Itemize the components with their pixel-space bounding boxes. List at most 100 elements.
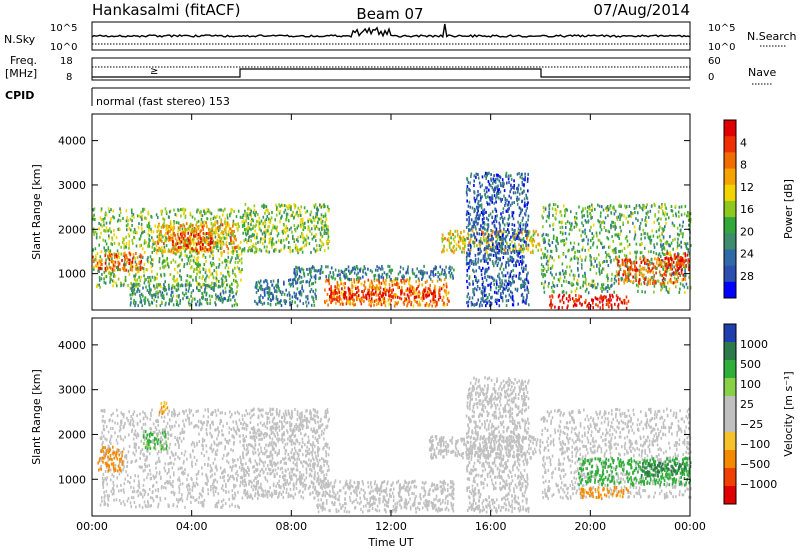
- power-cell: [367, 292, 369, 296]
- power-cell: [478, 242, 481, 246]
- power-cell: [587, 238, 590, 242]
- power-cell: [380, 275, 383, 279]
- power-cell: [388, 297, 391, 301]
- power-cell: [528, 303, 530, 307]
- power-cell: [501, 184, 504, 188]
- power-cell: [141, 247, 144, 251]
- power-cell: [230, 231, 232, 235]
- power-cell: [504, 287, 507, 291]
- power-cell: [264, 287, 267, 291]
- power-cell: [302, 289, 305, 293]
- power-cell: [215, 241, 217, 245]
- power-cell: [494, 181, 497, 184]
- power-cell: [548, 281, 550, 285]
- power-cell: [189, 222, 192, 226]
- power-cell: [315, 212, 318, 216]
- power-cell: [214, 221, 216, 225]
- power-cell: [446, 297, 449, 301]
- power-cell: [159, 290, 162, 294]
- power-cell: [299, 235, 302, 239]
- power-cell: [138, 289, 141, 293]
- power-cell: [233, 210, 235, 213]
- power-cell: [644, 206, 646, 210]
- power-cell: [109, 276, 111, 279]
- power-cell: [220, 247, 222, 251]
- power-cell: [165, 264, 167, 268]
- power-cell: [269, 240, 271, 244]
- power-cell: [522, 299, 525, 303]
- power-cell: [647, 266, 649, 269]
- power-cell: [288, 228, 291, 232]
- power-cell: [120, 284, 122, 288]
- power-cell: [250, 227, 252, 231]
- power-cell: [587, 242, 589, 246]
- power-cell: [191, 249, 194, 253]
- power-cell: [138, 255, 141, 259]
- power-cell: [194, 241, 197, 245]
- power-cell: [297, 206, 300, 210]
- power-cell: [225, 275, 227, 279]
- power-cell: [591, 232, 593, 236]
- power-cell: [482, 209, 484, 213]
- power-cell: [203, 224, 205, 228]
- power-cell: [419, 292, 422, 295]
- power-cell: [307, 220, 309, 224]
- power-cell: [338, 290, 340, 294]
- power-cell: [179, 301, 181, 305]
- power-cell: [270, 216, 273, 220]
- power-cell: [524, 178, 526, 182]
- power-cell: [157, 216, 159, 219]
- power-cell: [512, 236, 514, 240]
- power-cell: [439, 295, 442, 299]
- power-cell: [687, 211, 690, 215]
- power-cell: [640, 237, 642, 241]
- power-cell: [302, 268, 305, 272]
- power-cell: [479, 213, 481, 217]
- power-cell: [483, 234, 485, 238]
- power-cell: [499, 175, 502, 179]
- power-cell: [459, 235, 461, 239]
- power-cell: [96, 285, 98, 288]
- power-cell: [664, 241, 667, 245]
- power-cell: [326, 205, 329, 209]
- power-cell: [363, 265, 366, 269]
- power-cell: [340, 291, 342, 295]
- power-cell: [501, 178, 504, 182]
- power-cell: [590, 255, 592, 259]
- power-cell: [637, 211, 639, 215]
- power-cell: [224, 275, 226, 279]
- power-cell: [531, 239, 534, 243]
- power-cell: [445, 265, 447, 269]
- power-cell: [193, 234, 195, 238]
- power-cell: [451, 249, 453, 253]
- power-cell: [584, 279, 587, 283]
- power-cell: [642, 254, 644, 258]
- power-cell: [594, 286, 597, 290]
- power-cell: [131, 285, 134, 289]
- power-cell: [564, 214, 566, 218]
- power-cell: [356, 276, 359, 280]
- power-cell: [511, 227, 514, 231]
- power-cell: [302, 228, 305, 232]
- power-cell: [139, 300, 141, 304]
- power-cell: [215, 303, 217, 307]
- power-cell: [467, 233, 470, 237]
- power-cell: [445, 282, 448, 286]
- power-cell: [473, 220, 475, 224]
- power-cell: [342, 283, 345, 287]
- power-cell: [196, 282, 199, 286]
- power-cell: [279, 220, 281, 224]
- power-cell: [653, 284, 656, 288]
- power-cell: [206, 225, 208, 229]
- power-cell: [151, 264, 154, 267]
- power-cell: [232, 252, 234, 255]
- power-cell: [118, 227, 121, 231]
- power-cell: [104, 249, 106, 253]
- power-cell: [351, 302, 354, 306]
- power-cell: [644, 236, 646, 240]
- power-cell: [289, 278, 292, 282]
- power-cell: [151, 236, 153, 240]
- power-cell: [111, 238, 114, 242]
- power-cell: [509, 283, 512, 287]
- power-cell: [340, 270, 343, 274]
